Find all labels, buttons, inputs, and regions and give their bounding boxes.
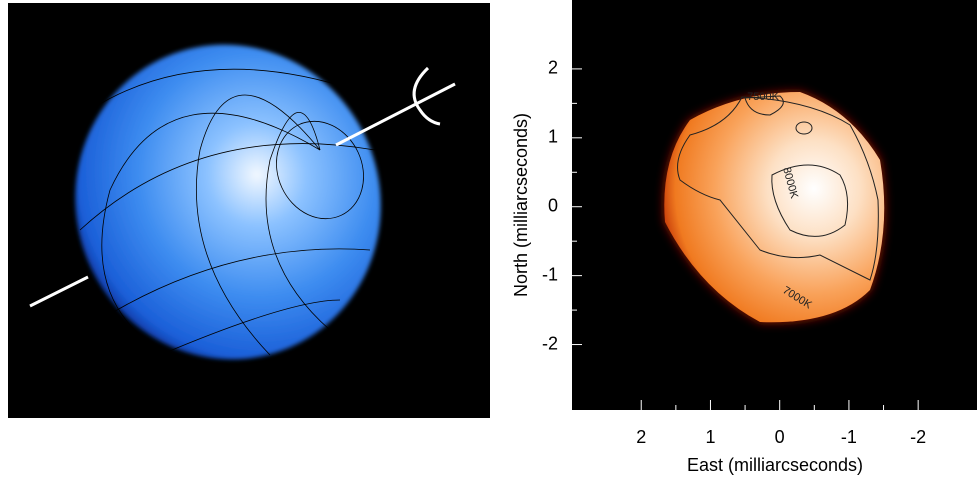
y-tick-label: 1 — [548, 127, 558, 147]
x-tick-label: -2 — [910, 427, 926, 447]
x-tick-label: 1 — [705, 427, 715, 447]
star-image — [8, 2, 490, 418]
y-tick-label: -1 — [542, 264, 558, 284]
contour-label: 7500K — [747, 91, 779, 103]
x-tick-label: 2 — [636, 427, 646, 447]
y-tick-label: 2 — [548, 58, 558, 78]
x-tick-label: 0 — [775, 427, 785, 447]
x-tick-label: -1 — [841, 427, 857, 447]
y-tick-label: -2 — [542, 333, 558, 353]
figure: 7500K 8000K 7000K East (milliarcseconds)… — [0, 0, 977, 480]
x-axis-title: East (milliarcseconds) — [687, 455, 863, 475]
y-tick-label: 0 — [548, 195, 558, 215]
page: 7500K 8000K 7000K East (milliarcseconds)… — [0, 0, 977, 480]
y-axis-title: North (milliarcseconds) — [511, 113, 531, 297]
